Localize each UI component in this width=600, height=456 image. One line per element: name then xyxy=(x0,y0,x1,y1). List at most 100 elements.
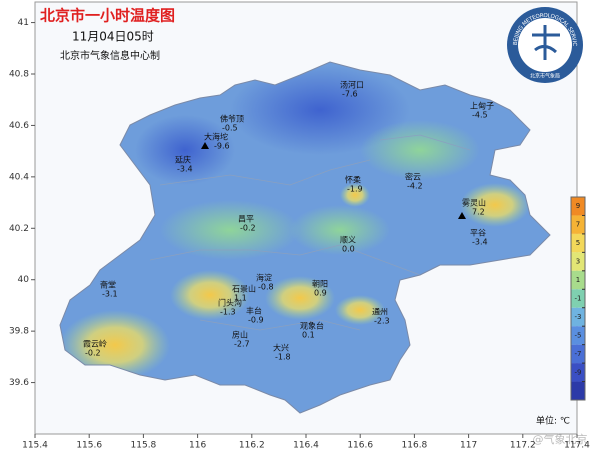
colorbar-swatch xyxy=(571,252,585,271)
mild-area xyxy=(290,205,390,255)
station-value: -0.8 xyxy=(258,283,274,292)
station-name: 平谷 xyxy=(470,229,486,238)
station-value: 0.1 xyxy=(302,331,315,340)
colorbar-swatch xyxy=(571,381,585,400)
warm-area xyxy=(265,276,335,320)
station-value: -1.9 xyxy=(347,185,363,194)
colorbar-tick-label: -3 xyxy=(575,313,582,321)
station-name: 上甸子 xyxy=(470,101,494,111)
colorbar-swatch xyxy=(571,197,585,216)
mild-area xyxy=(160,200,300,260)
x-tick-label: 117.2 xyxy=(510,441,536,451)
colorbar-swatch xyxy=(571,289,585,308)
warm-area xyxy=(170,270,250,320)
station-value: -2.7 xyxy=(234,340,250,349)
unit-label: 单位: ℃ xyxy=(536,415,570,427)
y-tick-label: 40 xyxy=(18,275,30,285)
station-value: -1.3 xyxy=(220,308,236,317)
warm-area xyxy=(460,183,530,227)
colorbar-swatch xyxy=(571,215,585,234)
logo-emblem xyxy=(532,25,560,60)
station-value: -0.5 xyxy=(222,124,238,133)
station-name: 门头沟 xyxy=(218,298,242,308)
y-tick-label: 39.8 xyxy=(9,327,29,337)
colorbar-tick-label: -1 xyxy=(575,295,582,303)
district-boundary xyxy=(149,134,471,331)
station-value: -4.2 xyxy=(407,182,423,191)
station-name: 观象台 xyxy=(300,321,324,331)
station-peak-marker xyxy=(201,142,209,149)
colorbar-tick-label: 1 xyxy=(576,276,580,284)
x-tick-label: 116.6 xyxy=(347,441,373,451)
station-value: 1.1 xyxy=(234,294,247,303)
station-value: -3.1 xyxy=(102,290,118,299)
station-value: -4.5 xyxy=(472,111,488,120)
credit: 北京市气象信息中心制 xyxy=(60,49,160,62)
station-value: -9.6 xyxy=(214,142,230,151)
x-tick-label: 116 xyxy=(189,441,206,451)
colorbar-tick-label: -5 xyxy=(575,331,582,339)
station-name: 丰台 xyxy=(246,306,262,316)
cold-area xyxy=(135,115,235,185)
watermark: @气象北京 xyxy=(533,432,588,446)
station-value: 7.2 xyxy=(472,208,485,217)
station-peak-marker xyxy=(458,212,466,219)
colorbar-swatch xyxy=(571,363,585,382)
x-tick-label: 117 xyxy=(460,441,477,451)
x-tick-label: 115.4 xyxy=(22,441,48,451)
colorbar-tick-label: 5 xyxy=(576,239,580,247)
x-tick-label: 116.8 xyxy=(402,441,428,451)
station-value: -3.4 xyxy=(472,238,488,247)
station-name: 密云 xyxy=(405,172,421,182)
station-name: 通州 xyxy=(372,307,388,317)
x-tick-label: 116.2 xyxy=(239,441,265,451)
station-name: 大兴 xyxy=(273,343,289,353)
station-value: -0.2 xyxy=(85,349,101,358)
station-name: 怀柔 xyxy=(345,175,361,185)
time: 11月04日05时 xyxy=(72,30,154,44)
station-value: -0.2 xyxy=(240,224,256,233)
warm-area xyxy=(60,310,170,380)
warm-area xyxy=(335,295,385,325)
station-value: -0.9 xyxy=(248,316,264,325)
station-name: 延庆 xyxy=(175,155,191,165)
colorbar-tick-label: -9 xyxy=(575,368,582,376)
y-tick-label: 40.6 xyxy=(9,121,29,131)
warm-area xyxy=(340,183,370,207)
station-name: 顺义 xyxy=(340,236,356,245)
colorbar-tick-label: -7 xyxy=(575,350,582,358)
x-tick-label: 116.4 xyxy=(293,441,319,451)
station-name: 朝阳 xyxy=(312,280,328,289)
colorbar-swatch xyxy=(571,233,585,253)
title: 北京市一小时温度图 xyxy=(40,7,175,25)
station-name: 昌平 xyxy=(238,215,254,224)
y-tick-label: 41 xyxy=(18,18,29,28)
colorbar-tick-label: 3 xyxy=(576,258,580,266)
colorbar-frame xyxy=(570,196,586,401)
y-tick-label: 40.2 xyxy=(9,224,29,234)
x-tick-label: 115.6 xyxy=(76,441,102,451)
station-name: 海淀 xyxy=(256,273,272,283)
x-tick-label: 117.4 xyxy=(564,441,590,451)
colorbar-tick-label: 7 xyxy=(576,221,580,229)
station-name: 斋堂 xyxy=(100,280,116,290)
colorbar-swatch xyxy=(571,307,585,327)
colorbar-swatch xyxy=(571,344,585,364)
y-tick-label: 39.6 xyxy=(9,378,29,388)
colorbar-tick-label: 9 xyxy=(576,202,580,210)
station-value: 0.9 xyxy=(314,289,327,298)
colorbar-swatch xyxy=(571,326,585,345)
station-name: 汤河口 xyxy=(340,80,364,90)
colorbar-swatch xyxy=(571,270,585,290)
station-name: 佛爷顶 xyxy=(220,114,244,124)
station-name: 石景山 xyxy=(232,284,256,294)
station-name: 大海坨 xyxy=(204,132,228,142)
station-name: 霞云岭 xyxy=(83,339,107,349)
station-value: -2.3 xyxy=(374,317,390,326)
station-name: 雾灵山 xyxy=(462,198,486,208)
x-tick-label: 115.8 xyxy=(131,441,157,451)
y-tick-label: 40.8 xyxy=(9,70,29,80)
station-value: -1.8 xyxy=(275,353,291,362)
station-value: -7.6 xyxy=(342,90,358,99)
